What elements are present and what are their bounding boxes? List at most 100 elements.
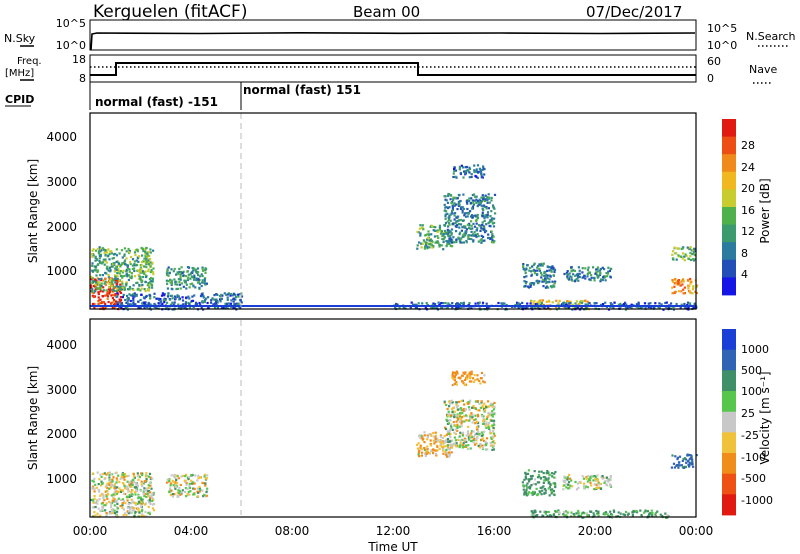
power-cell [142, 249, 145, 253]
velocity-cell [525, 494, 528, 497]
power-cell [443, 236, 446, 239]
power-cell [105, 251, 108, 254]
velocity-cell [453, 431, 456, 434]
velocity-cell [681, 459, 684, 462]
velocity-cell [92, 472, 95, 475]
power-cell [197, 281, 200, 284]
power-cell [459, 223, 463, 226]
velocity-cell [193, 487, 196, 490]
velocity-cell [443, 400, 446, 403]
power-cell [205, 297, 208, 300]
velocity-cell [464, 414, 468, 417]
power-cell [474, 199, 477, 202]
velocity-cell [93, 477, 96, 480]
power-cell [136, 288, 139, 291]
power-cell [111, 288, 114, 291]
power-colorbar-ticks: 28 24 20 16 12 8 4 [741, 139, 755, 281]
power-cell [475, 222, 478, 225]
power-cell [594, 272, 597, 275]
velocity-cell [448, 434, 451, 437]
power-cell [569, 302, 572, 305]
power-cell [113, 306, 116, 310]
power-cell [106, 265, 109, 268]
power-cell [472, 234, 475, 237]
power-cell [134, 303, 137, 306]
power-cell [129, 263, 132, 266]
power-cell [227, 302, 231, 305]
power-cell [524, 271, 527, 275]
power-cell [164, 298, 167, 302]
power-cell [488, 201, 491, 204]
power-cell [144, 301, 147, 304]
power-cell [99, 253, 102, 256]
velocity-cell [430, 449, 433, 452]
velocity-cell [481, 444, 484, 447]
power-cell [428, 239, 431, 242]
power-cell [132, 288, 135, 291]
power-cell [682, 280, 685, 283]
power-cell [483, 204, 486, 207]
power-cell [689, 252, 692, 255]
velocity-cell [609, 513, 613, 516]
power-cell [548, 266, 551, 269]
velocity-cell [463, 420, 466, 423]
power-cell [436, 240, 439, 243]
power-cell [172, 270, 175, 273]
power-cell [658, 306, 661, 309]
power-cell [177, 303, 180, 306]
velocity-cell [93, 514, 96, 517]
power-cell [116, 287, 119, 290]
velocity-cell [537, 473, 540, 477]
power-cell [137, 260, 140, 263]
power-cell [191, 270, 194, 273]
velocity-cell [568, 473, 571, 476]
power-cell [452, 199, 455, 202]
power-cell [419, 234, 422, 237]
power-cell [123, 274, 126, 277]
power-colorbar-segment [722, 224, 736, 243]
power-cell [576, 276, 579, 279]
power-cell [117, 285, 120, 288]
velocity-cell [91, 479, 94, 482]
power-cell [567, 303, 570, 306]
power-cell [114, 252, 117, 255]
power-cell [459, 241, 462, 244]
power-cell [133, 267, 136, 270]
velocity-cbar-tick-neg25: -25 [741, 429, 759, 442]
velocity-cell [128, 485, 131, 488]
velocity-cell [570, 479, 573, 482]
power-cell [131, 293, 135, 296]
power-cell [129, 303, 132, 306]
power-cell [624, 306, 627, 309]
power-cell [593, 277, 596, 280]
power-cell [421, 302, 424, 305]
velocity-cell [605, 483, 608, 486]
power-cell [104, 277, 107, 280]
power-cell [145, 274, 148, 277]
power-cell [552, 274, 555, 277]
power-cell [90, 275, 93, 279]
power-cell [554, 280, 557, 283]
power-cell [203, 280, 206, 283]
power-cell [123, 253, 126, 256]
power-cell [199, 303, 202, 306]
power-cell [472, 201, 475, 205]
power-cell [470, 197, 473, 200]
velocity-cell [108, 487, 111, 490]
power-cell [529, 302, 532, 305]
power-cell [226, 298, 229, 301]
power-cell [169, 298, 172, 301]
power-cell [480, 176, 483, 179]
velocity-cell [103, 477, 106, 481]
power-cell [170, 268, 173, 271]
power-cell [107, 300, 110, 304]
power-cell [145, 252, 149, 255]
power-cell [680, 303, 683, 306]
power-cell [167, 279, 170, 283]
nsearch-tick-top: 10^5 [707, 22, 737, 35]
power-cell [108, 253, 111, 256]
power-cell [99, 279, 102, 282]
velocity-cell [100, 480, 103, 483]
power-cell [525, 275, 528, 278]
power-cell [630, 303, 633, 306]
